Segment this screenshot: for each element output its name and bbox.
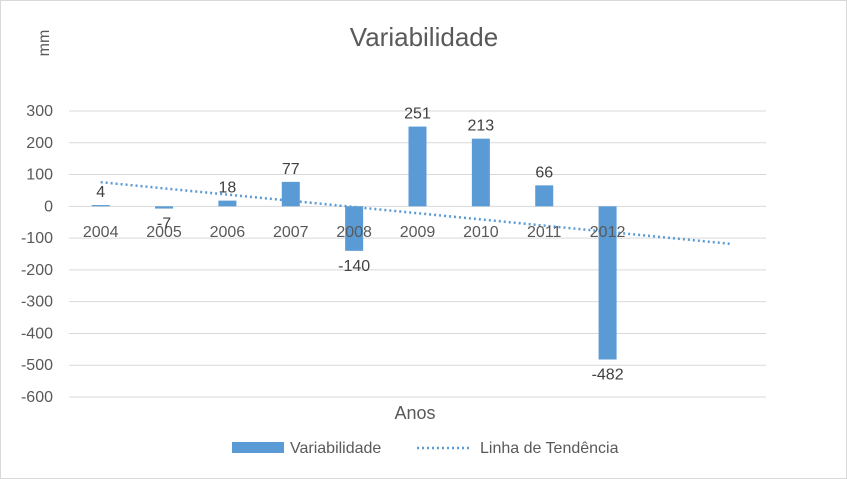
data-label-2004: 4 (96, 184, 105, 201)
y-tick-label: -500 (21, 357, 53, 374)
data-label-2011: 66 (535, 164, 553, 181)
y-tick-label: 200 (26, 135, 53, 152)
y-axis-label: mm (36, 30, 53, 57)
x-axis-label: Anos (394, 403, 435, 423)
data-label-2005: -7 (157, 216, 171, 233)
trendline-layer (100, 180, 731, 246)
data-label-2010: 213 (468, 118, 495, 135)
y-tick-label: -100 (21, 230, 53, 247)
data-labels: 4 -7 18 77 -140 251 213 66 -482 (96, 106, 623, 384)
y-tick-label: 300 (26, 103, 53, 120)
bar-2009 (408, 126, 427, 207)
y-tick-label: -400 (21, 325, 53, 342)
data-label-2007: 77 (282, 161, 300, 178)
x-tick-label-2005: 2005 (146, 224, 182, 241)
legend-swatch-bars (232, 442, 284, 453)
bar-2010 (471, 138, 490, 207)
x-tick-label-2011: 2011 (527, 224, 562, 241)
x-tick-label-2006: 2006 (210, 224, 246, 241)
x-tick-label-2007: 2007 (273, 224, 309, 241)
legend-label-trendline: Linha de Tendência (480, 440, 619, 457)
y-tick-label: 0 (44, 198, 53, 215)
bar-2008 (345, 206, 364, 251)
x-tick-label-2012: 2012 (590, 224, 626, 241)
x-tick-label-2004: 2004 (83, 224, 119, 241)
data-label-2012: -482 (592, 367, 624, 384)
bar-2011 (535, 185, 554, 207)
y-tick-label: 100 (26, 167, 53, 184)
grid-lines (69, 110, 766, 398)
y-tick-label: -300 (21, 294, 53, 311)
bar-2007 (281, 181, 300, 207)
data-label-2006: 18 (219, 180, 237, 197)
y-tick-label: -200 (21, 262, 53, 279)
bar-2006 (218, 200, 237, 207)
trendline (100, 180, 731, 246)
bar-2012 (598, 206, 617, 360)
data-label-2009: 251 (404, 106, 431, 123)
x-tick-label-2010: 2010 (463, 224, 499, 241)
legend-label-bars: Variabilidade (290, 440, 381, 457)
y-tick-label: -600 (21, 389, 53, 406)
bar-2005 (155, 206, 174, 209)
y-tick-labels: 300 200 100 0 -100 -200 -300 -400 -500 -600 (21, 103, 53, 406)
x-tick-label-2008: 2008 (336, 224, 372, 241)
bars (91, 126, 617, 360)
x-tick-label-2009: 2009 (400, 224, 436, 241)
x-tick-labels: 2004 2005 2006 2007 2008 2009 2010 2011 2012 (83, 224, 626, 241)
legend: Variabilidade Linha de Tendência (232, 440, 619, 457)
data-label-2008: -140 (338, 258, 370, 275)
chart-title: Variabilidade (350, 22, 498, 52)
bar-2004 (91, 205, 110, 207)
